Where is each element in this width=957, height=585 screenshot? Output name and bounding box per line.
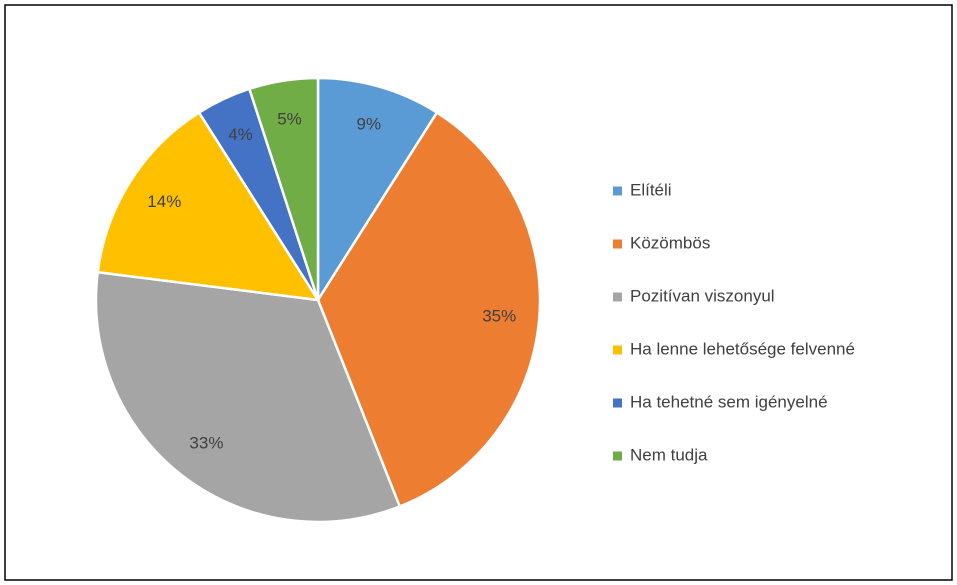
pie-slice <box>316 110 542 509</box>
pie-slice <box>96 110 321 302</box>
legend-swatch <box>613 398 622 408</box>
data-label: 4% <box>228 125 253 144</box>
data-label: 5% <box>277 110 302 129</box>
legend-swatch <box>613 186 622 196</box>
legend-label: Nem tudja <box>630 445 708 464</box>
pie-slice <box>247 76 320 301</box>
legend-label: Közömbös <box>630 233 710 252</box>
legend-swatch <box>613 292 622 302</box>
legend-label: Pozitívan viszonyul <box>630 286 775 305</box>
legend-label: Ha tehetné sem igényelné <box>630 392 828 411</box>
legend-swatch <box>613 451 622 461</box>
legend-swatch <box>613 239 622 249</box>
data-label: 14% <box>147 192 181 211</box>
data-label: 33% <box>189 433 223 452</box>
legend-swatch <box>613 345 622 355</box>
legend-label: Ha lenne lehetősége felvenné <box>630 339 855 358</box>
pie-slice <box>316 76 439 305</box>
pie-slice <box>94 270 402 524</box>
data-label: 35% <box>482 307 516 326</box>
legend-label: Elítéli <box>630 180 672 199</box>
data-label: 9% <box>356 115 381 134</box>
